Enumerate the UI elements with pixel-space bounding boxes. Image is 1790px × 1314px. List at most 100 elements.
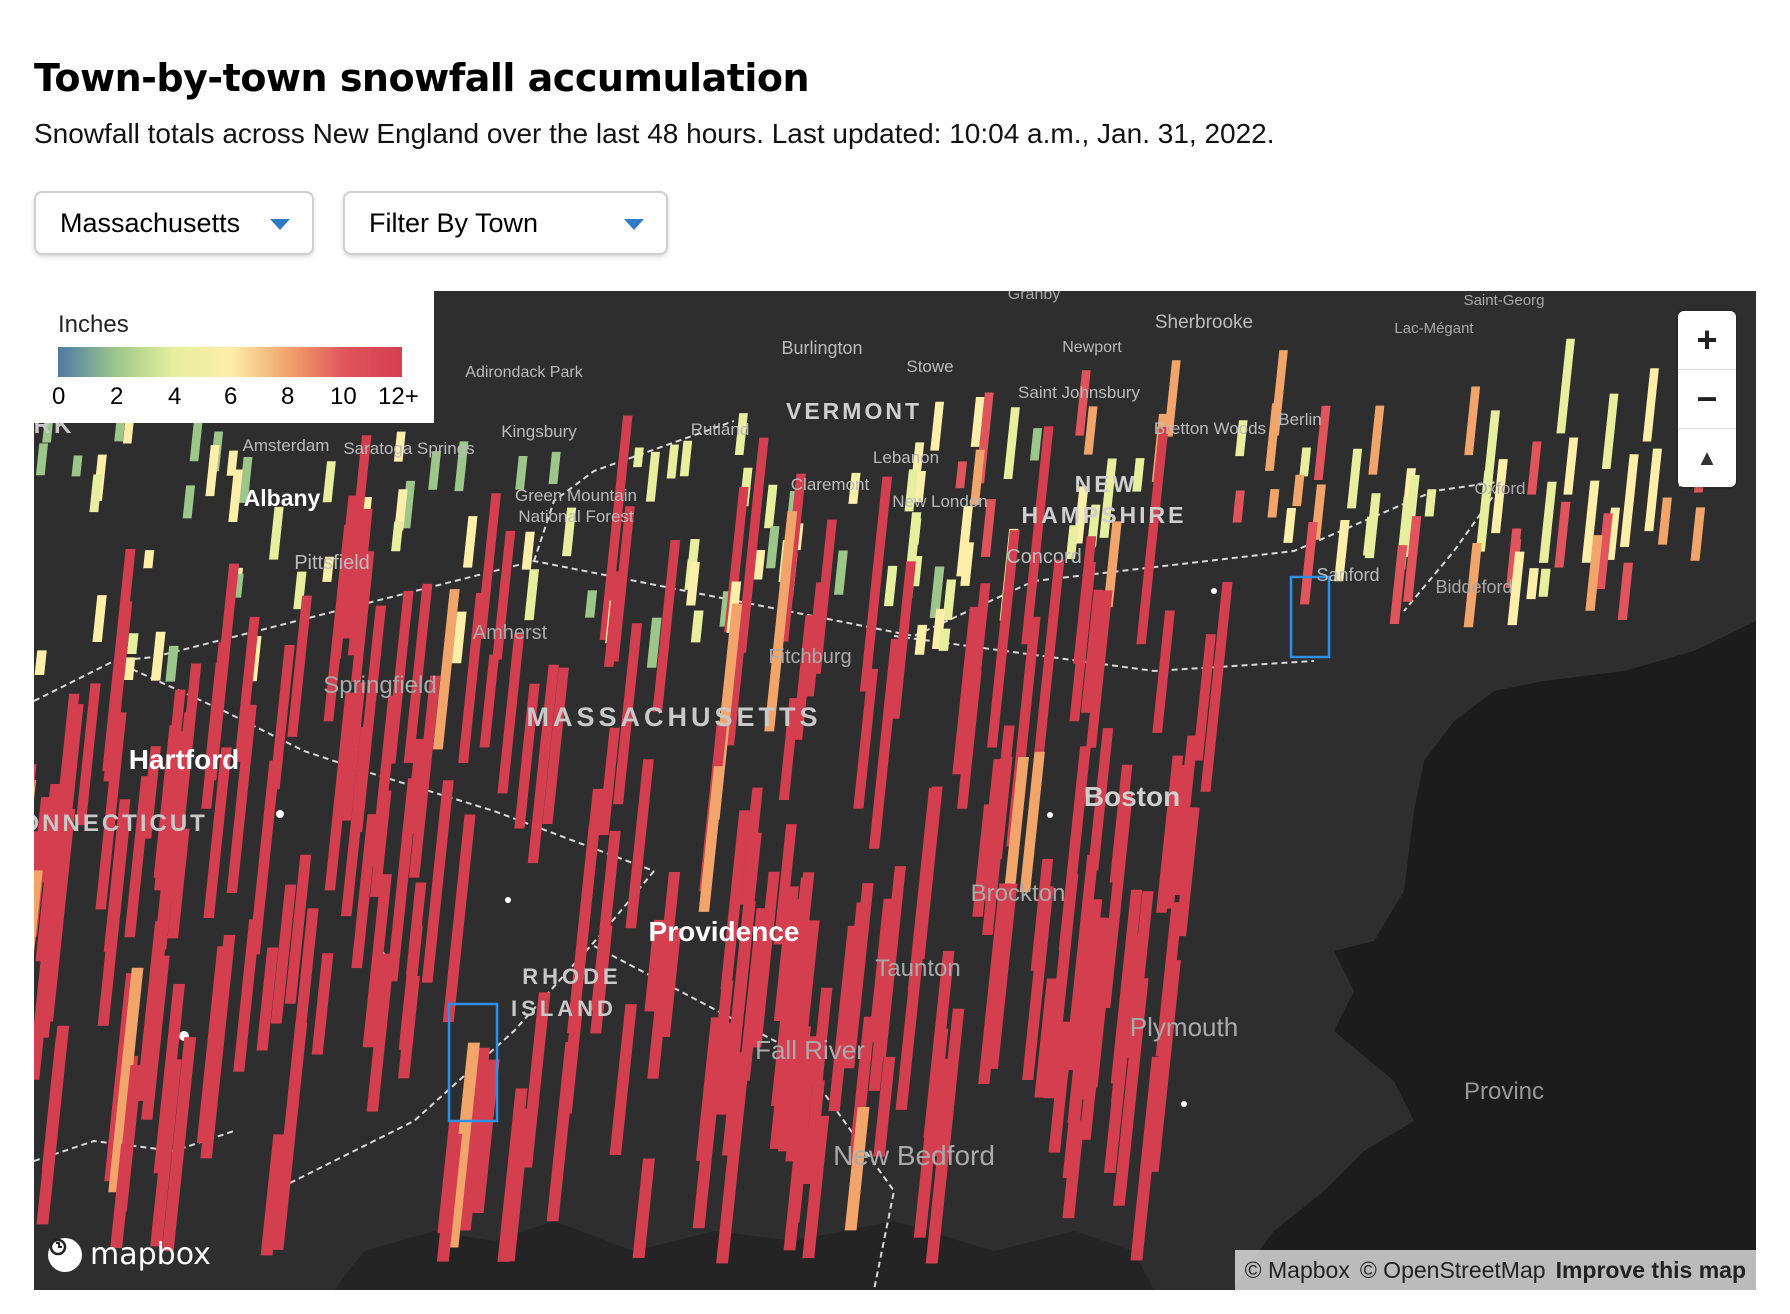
- snowfall-bar: [778, 698, 800, 800]
- place-label: Pittsfield: [294, 552, 370, 574]
- snowfall-bar: [143, 550, 155, 569]
- snowfall-bar: [848, 1016, 876, 1163]
- state-dropdown[interactable]: Massachusetts: [34, 191, 314, 255]
- snowfall-bar: [323, 524, 354, 722]
- place-labels: Granby Sherbrooke Saint-Georg Burlington…: [34, 291, 1544, 1171]
- place-label: Amsterdam: [243, 436, 330, 455]
- place-label: Stowe: [906, 357, 953, 376]
- snowfall-bar: [542, 667, 569, 824]
- snowfall-bar: [1299, 521, 1318, 605]
- snowfall-bar: [1299, 447, 1312, 477]
- snowfall-bar: [1022, 886, 1054, 1080]
- place-label: Berlin: [1278, 410, 1321, 429]
- selected-town-marker[interactable]: [447, 1002, 499, 1123]
- snowfall-bar: [1334, 519, 1350, 582]
- place-label: Rutland: [691, 420, 750, 439]
- snowfall-bar: [124, 776, 152, 938]
- snowfall-bar: [458, 1047, 490, 1231]
- snowfall-bar: [972, 804, 995, 917]
- zoom-in-button[interactable]: +: [1678, 311, 1736, 370]
- snowfall-bar: [980, 499, 996, 557]
- snowfall-bar: [715, 1022, 737, 1115]
- snowfall-bar: [351, 814, 379, 969]
- snowfall-bar: [249, 760, 281, 955]
- snowfall-bar: [393, 431, 406, 462]
- snowfall-bar: [403, 583, 433, 764]
- snowfall-bar: [421, 780, 454, 983]
- snowfall-bar: [1595, 513, 1613, 590]
- snowfall-bar: [1538, 568, 1551, 597]
- place-label: Brockton: [971, 880, 1066, 907]
- snowfall-bar: [1424, 489, 1437, 517]
- snowfall-bar: [1267, 489, 1280, 518]
- snowfall-bar: [92, 595, 107, 642]
- snowfall-bar: [590, 925, 613, 1034]
- snowfall-bar: [1113, 978, 1149, 1206]
- snowfall-bar: [428, 451, 442, 490]
- snowfall-bar: [1083, 406, 1098, 455]
- compass-button[interactable]: ▲: [1678, 429, 1736, 487]
- snowfall-bar: [546, 1041, 578, 1222]
- snowfall-bar: [514, 683, 540, 829]
- snowfall-bar: [773, 824, 797, 945]
- map-canvas[interactable]: Granby Sherbrooke Saint-Georg Burlington…: [34, 291, 1756, 1290]
- snowfall-bar: [1232, 490, 1245, 523]
- snowfall-bar: [497, 1088, 528, 1262]
- snowfall-bar: [690, 610, 704, 643]
- place-label: Saint-Georg: [1464, 292, 1545, 309]
- snowfall-bar: [515, 456, 528, 490]
- snowfall-bar: [1619, 454, 1639, 547]
- snowfall-bar: [1657, 497, 1672, 545]
- snowfall-bar: [766, 526, 780, 569]
- snowfall-bar: [1099, 458, 1117, 538]
- snowfall-bar: [271, 1022, 308, 1250]
- attribution-mapbox-link[interactable]: © Mapbox: [1244, 1256, 1350, 1283]
- snowfall-bar: [720, 810, 751, 990]
- snowfall-bar: [987, 530, 1020, 748]
- snowfall-bar: [632, 1158, 655, 1258]
- place-label: New Bedford: [833, 1140, 995, 1171]
- chevron-down-icon: [270, 219, 290, 230]
- legend-tick: 0: [52, 383, 66, 410]
- snowfall-bar: [203, 747, 232, 919]
- snowfall-bar: [1368, 405, 1385, 475]
- snowfall-map[interactable]: Granby Sherbrooke Saint-Georg Burlington…: [34, 291, 1756, 1290]
- place-label: Fall River: [755, 1035, 865, 1065]
- selected-town-marker[interactable]: [1289, 575, 1331, 659]
- snowfall-bar: [930, 401, 945, 451]
- mapbox-logo[interactable]: mapbox: [48, 1237, 211, 1272]
- place-label: Saint Johnsbury: [1018, 383, 1140, 402]
- zoom-out-button[interactable]: −: [1678, 370, 1736, 429]
- snowfall-bar: [141, 955, 170, 1120]
- snowfall-bar: [1103, 521, 1122, 608]
- town-dropdown[interactable]: Filter By Town: [343, 191, 668, 255]
- snowfall-bar: [123, 657, 136, 680]
- snowfall-bar: [895, 923, 927, 1110]
- snowfall-bar: [362, 874, 392, 1048]
- place-label: Albany: [244, 485, 321, 511]
- snowfall-bar: [873, 1056, 896, 1157]
- place-label: Lac-Mégant: [1394, 320, 1474, 337]
- snowfall-bar: [497, 633, 525, 794]
- snowfall-bar: [1003, 407, 1020, 479]
- place-label: Sanford: [1316, 565, 1379, 585]
- snowfall-bar: [978, 883, 1011, 1085]
- snowfall-bar: [527, 664, 559, 864]
- snowfall-bars: [34, 338, 1727, 1264]
- snowfall-bar: [868, 977, 892, 1091]
- snowfall-bar: [1526, 568, 1539, 600]
- snowfall-bar: [548, 451, 561, 485]
- snowfall-bar: [256, 947, 279, 1051]
- snowfall-bar: [432, 589, 460, 750]
- attribution-osm-link[interactable]: © OpenStreetMap: [1359, 1256, 1546, 1283]
- snowfall-bar: [394, 489, 408, 531]
- snowfall-bar: [783, 1036, 818, 1251]
- snowfall-bar: [913, 471, 927, 503]
- snowfall-bar: [584, 590, 598, 618]
- place-label: Green Mountain: [515, 486, 637, 505]
- snowfall-bar: [451, 611, 467, 664]
- snowfall-bar: [566, 824, 600, 1034]
- place-label: Newport: [1062, 339, 1122, 356]
- snowfall-bar: [1069, 562, 1096, 722]
- improve-map-link[interactable]: Improve this map: [1555, 1256, 1746, 1283]
